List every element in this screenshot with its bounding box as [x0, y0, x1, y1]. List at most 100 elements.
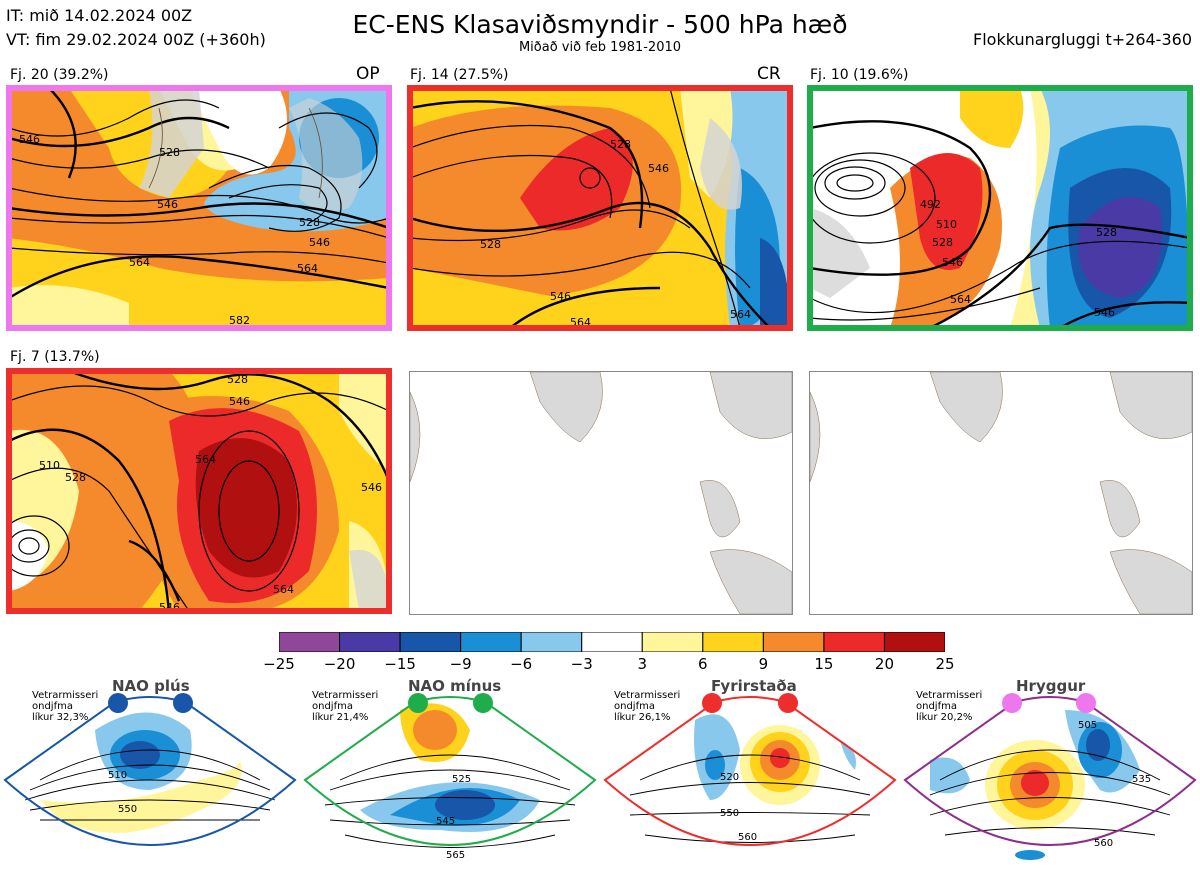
contour-label: 564	[273, 583, 294, 596]
contour-label: 528	[299, 216, 320, 229]
contour-label: 510	[39, 459, 60, 472]
regime-3-marker	[702, 693, 722, 713]
regime-1-marker	[173, 693, 193, 713]
classification-window: Flokkunargluggi t+264-360	[973, 30, 1192, 49]
colorbar-swatch	[641, 632, 704, 652]
colorbar-tick-label: 15	[814, 655, 834, 673]
init-time: IT: mið 14.02.2024 00Z	[6, 6, 193, 25]
colorbar-tick-label: −20	[323, 655, 356, 673]
regime-2-map: 525 545 565	[303, 693, 597, 861]
regime-1-note: Vetrarmisseri ondjfma líkur 32,3%	[32, 690, 99, 723]
colorbar-tick-label: −6	[510, 655, 533, 673]
regime-3-title: Fyrirstaða	[711, 677, 797, 695]
contour-label: 492	[920, 198, 941, 211]
contour-label: 510	[936, 218, 957, 231]
regime-3-marker	[778, 693, 798, 713]
cluster-map-4[interactable]: 528 510 528 546 564 546 564 546	[9, 371, 389, 611]
contour-label: 546	[229, 395, 250, 408]
regime-contour-label: 535	[1132, 774, 1151, 785]
colorbar-tick-label: 6	[698, 655, 708, 673]
regime-4-title: Hryggur	[1016, 677, 1086, 695]
contour-label: 546	[550, 290, 571, 303]
colorbar-swatch	[823, 632, 885, 652]
contour-label: 528	[227, 373, 248, 386]
colorbar-swatch	[279, 632, 341, 652]
colorbar-swatch	[339, 632, 401, 652]
contour-label: 582	[229, 314, 250, 327]
regime-4-marker	[1002, 693, 1022, 713]
colorbar-swatch	[762, 632, 825, 652]
regime-4-map: 505 535 560	[903, 693, 1197, 860]
colorbar	[279, 632, 945, 652]
regime-contour-label: 560	[1094, 838, 1113, 849]
contour-label: 546	[309, 236, 330, 249]
empty-map-1	[409, 371, 793, 615]
regime-4-marker	[1076, 693, 1096, 713]
contour-label: 528	[65, 471, 86, 484]
contour-label: 546	[159, 601, 180, 611]
colorbar-swatch	[520, 632, 583, 652]
empty-map-2	[809, 371, 1193, 615]
colorbar-tick-label: −3	[570, 655, 593, 673]
contour-label: 564	[570, 316, 591, 328]
contour-label: 546	[157, 198, 178, 211]
cluster-3-label: Fj. 10 (19.6%)	[810, 67, 909, 83]
cluster-1-label: Fj. 20 (39.2%)	[10, 67, 109, 83]
colorbar-tick-label: 20	[874, 655, 894, 673]
regime-1-title: NAO plús	[112, 677, 190, 695]
cluster-map-1[interactable]: 546 528 546 528 546 564 564 582	[9, 88, 389, 328]
colorbar-tick-label: 3	[637, 655, 648, 673]
cluster-2-label: Fj. 14 (27.5%)	[410, 67, 509, 83]
colorbar-tick-label: 25	[935, 655, 955, 673]
colorbar-tick-label: −15	[384, 655, 416, 673]
cluster-2-tag: CR	[757, 64, 781, 84]
regime-contour-label: 565	[446, 850, 465, 861]
colorbar-tick-label: −25	[263, 655, 295, 673]
cluster-map-2[interactable]: 528 546 528 546 564 564	[410, 88, 790, 328]
colorbar-swatch	[581, 632, 643, 652]
page-title: EC-ENS Klasaviðsmyndir - 500 hPa hæð	[352, 10, 848, 39]
contour-label: 564	[297, 262, 318, 275]
regime-2-note: Vetrarmisseri ondjfma líkur 21,4%	[312, 690, 379, 723]
contour-label: 564	[950, 293, 971, 306]
colorbar-labels: −25 −20 −15 −9 −6 −3 3 6 9 15 20 25	[263, 655, 954, 675]
contour-label: 546	[1094, 306, 1115, 319]
regime-contour-label: 550	[720, 808, 739, 819]
regime-2-marker	[473, 693, 493, 713]
contour-label: 546	[942, 256, 963, 269]
regime-contour-label: 525	[452, 774, 471, 785]
contour-label: 546	[19, 133, 40, 146]
colorbar-tick-label: 9	[758, 655, 769, 673]
regime-2-title: NAO mínus	[408, 677, 502, 695]
regime-contour-label: 550	[118, 804, 137, 815]
regime-3-note: Vetrarmisseri ondjfma líkur 26,1%	[614, 690, 681, 723]
cluster-4-label: Fj. 7 (13.7%)	[10, 349, 100, 365]
regime-3-map: 520 550 560	[603, 693, 897, 846]
page-subtitle: Miðað við feb 1981-2010	[518, 40, 682, 55]
valid-time: VT: fim 29.02.2024 00Z (+360h)	[6, 30, 266, 49]
contour-label: 528	[480, 238, 501, 251]
contour-label: 564	[129, 256, 150, 269]
header-times: IT: mið 14.02.2024 00Z VT: fim 29.02.202…	[6, 4, 266, 52]
regime-contour-label: 505	[1078, 720, 1097, 731]
contour-label: 528	[932, 236, 953, 249]
contour-label: 564	[195, 453, 216, 466]
cluster-map-3[interactable]: 492 510 528 546 564 528 546	[810, 88, 1190, 328]
regime-contour-label: 510	[108, 770, 127, 781]
regime-contour-label: 545	[436, 816, 455, 827]
regime-contour-label: 560	[738, 832, 757, 843]
contour-label: 546	[361, 481, 382, 494]
regime-1-map: 510 550	[3, 693, 297, 846]
regime-1-marker	[108, 693, 128, 713]
regime-contour-label: 520	[720, 772, 739, 783]
contour-label: 546	[648, 162, 669, 175]
colorbar-swatch	[883, 632, 945, 652]
colorbar-swatch	[460, 632, 522, 652]
regime-2-marker	[408, 693, 428, 713]
contour-label: 528	[1096, 226, 1117, 239]
colorbar-tick-label: −9	[449, 655, 472, 673]
contour-label: 564	[730, 308, 751, 321]
contour-label: 528	[610, 138, 631, 151]
contour-label: 528	[159, 146, 180, 159]
colorbar-swatch	[702, 632, 764, 652]
